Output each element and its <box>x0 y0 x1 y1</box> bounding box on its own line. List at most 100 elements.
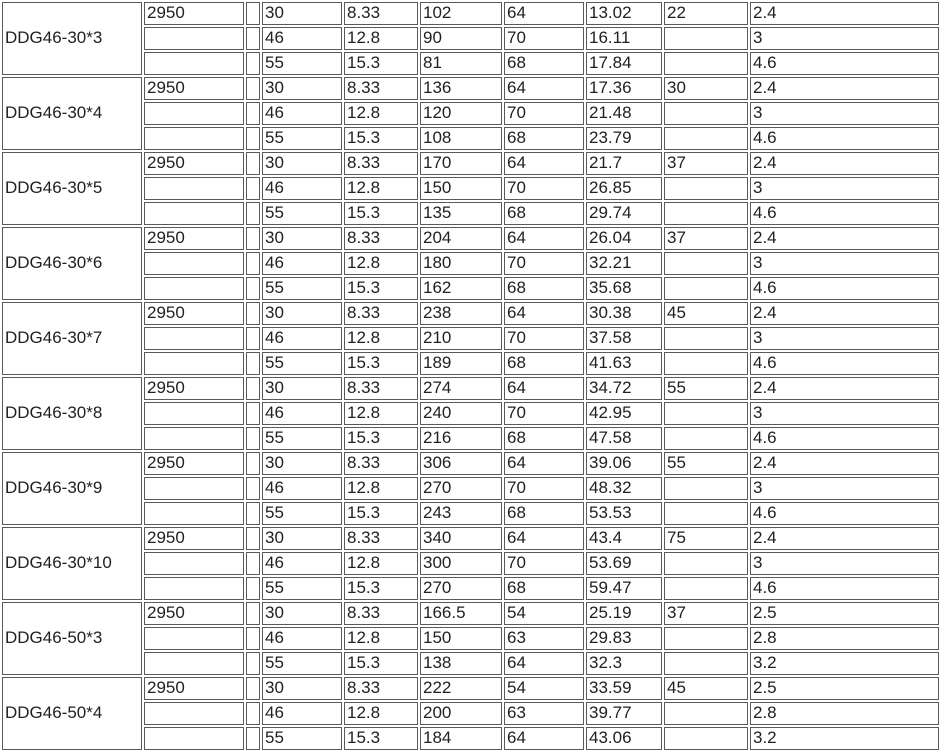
value-cell: 64 <box>504 2 584 25</box>
value-cell: 26.85 <box>586 177 662 200</box>
value-cell: 2.8 <box>750 627 939 650</box>
value-cell: 166.5 <box>420 602 502 625</box>
model-cell: DDG46-30*10 <box>2 527 142 600</box>
spacer-cell <box>246 227 260 250</box>
speed-empty-cell <box>144 27 244 50</box>
value-cell: 30 <box>262 377 342 400</box>
spacer-cell <box>246 527 260 550</box>
value-cell: 2.4 <box>750 302 939 325</box>
value-cell: 68 <box>504 52 584 75</box>
value-cell: 30 <box>262 602 342 625</box>
value-cell: 64 <box>504 377 584 400</box>
spacer-cell <box>246 477 260 500</box>
value-cell: 8.33 <box>344 2 418 25</box>
value-cell: 90 <box>420 27 502 50</box>
value-cell: 3 <box>750 177 939 200</box>
model-cell: DDG46-30*8 <box>2 377 142 450</box>
power-empty-cell <box>664 577 748 600</box>
value-cell: 12.8 <box>344 627 418 650</box>
value-cell: 270 <box>420 477 502 500</box>
table-row: DDG46-30*10 2950 30 8.33 340 64 43.4 75 2.4 <box>2 527 939 600</box>
value-cell: 46 <box>262 402 342 425</box>
speed-cell: 2950 <box>144 2 244 25</box>
speed-cell: 2950 <box>144 527 244 550</box>
speed-cell: 2950 <box>144 602 244 625</box>
value-cell: 46 <box>262 177 342 200</box>
speed-cell: 2950 <box>144 77 244 100</box>
value-cell: 55 <box>262 652 342 675</box>
value-cell: 238 <box>420 302 502 325</box>
value-cell: 68 <box>504 577 584 600</box>
value-cell: 41.63 <box>586 352 662 375</box>
value-cell: 55 <box>262 127 342 150</box>
value-cell: 29.83 <box>586 627 662 650</box>
value-cell: 243 <box>420 502 502 525</box>
value-cell: 68 <box>504 427 584 450</box>
model-cell: DDG46-30*6 <box>2 227 142 300</box>
spacer-cell <box>246 2 260 25</box>
value-cell: 102 <box>420 2 502 25</box>
value-cell: 54 <box>504 602 584 625</box>
value-cell: 55 <box>262 52 342 75</box>
table-row: 46 12.8 180 70 32.21 3 <box>2 252 939 275</box>
spacer-cell <box>246 377 260 400</box>
value-cell: 8.33 <box>344 227 418 250</box>
value-cell: 2.4 <box>750 152 939 175</box>
value-cell: 2.4 <box>750 227 939 250</box>
value-cell: 12.8 <box>344 27 418 50</box>
value-cell: 12.8 <box>344 102 418 125</box>
spacer-cell <box>246 27 260 50</box>
value-cell: 17.36 <box>586 77 662 100</box>
spacer-cell <box>246 427 260 450</box>
speed-empty-cell <box>144 552 244 575</box>
value-cell: 12.8 <box>344 402 418 425</box>
speed-empty-cell <box>144 727 244 750</box>
value-cell: 3 <box>750 477 939 500</box>
value-cell: 15.3 <box>344 502 418 525</box>
value-cell: 64 <box>504 452 584 475</box>
power-cell: 55 <box>664 452 748 475</box>
value-cell: 4.6 <box>750 52 939 75</box>
value-cell: 68 <box>504 502 584 525</box>
spacer-cell <box>246 327 260 350</box>
table-row: DDG46-50*4 2950 30 8.33 222 54 33.59 45 2.5 <box>2 677 939 750</box>
value-cell: 55 <box>262 427 342 450</box>
spacer-cell <box>246 652 260 675</box>
value-cell: 70 <box>504 402 584 425</box>
value-cell: 138 <box>420 652 502 675</box>
model-cell: DDG46-30*7 <box>2 302 142 375</box>
value-cell: 68 <box>504 127 584 150</box>
speed-cell: 2950 <box>144 677 244 700</box>
value-cell: 3.2 <box>750 652 939 675</box>
value-cell: 33.59 <box>586 677 662 700</box>
table-row: 46 12.8 300 70 53.69 3 <box>2 552 939 575</box>
value-cell: 55 <box>262 727 342 750</box>
spacer-cell <box>246 77 260 100</box>
value-cell: 2.5 <box>750 602 939 625</box>
value-cell: 43.4 <box>586 527 662 550</box>
value-cell: 30 <box>262 77 342 100</box>
power-cell: 37 <box>664 152 748 175</box>
value-cell: 59.47 <box>586 577 662 600</box>
speed-empty-cell <box>144 202 244 225</box>
table-row: 46 12.8 240 70 42.95 3 <box>2 402 939 425</box>
value-cell: 3 <box>750 552 939 575</box>
value-cell: 200 <box>420 702 502 725</box>
speed-empty-cell <box>144 277 244 300</box>
value-cell: 2.8 <box>750 702 939 725</box>
value-cell: 3 <box>750 252 939 275</box>
table-row: 46 12.8 150 63 29.83 2.8 <box>2 627 939 650</box>
value-cell: 2.4 <box>750 527 939 550</box>
value-cell: 15.3 <box>344 577 418 600</box>
value-cell: 53.53 <box>586 502 662 525</box>
value-cell: 210 <box>420 327 502 350</box>
power-empty-cell <box>664 127 748 150</box>
value-cell: 35.68 <box>586 277 662 300</box>
spacer-cell <box>246 352 260 375</box>
spacer-cell <box>246 402 260 425</box>
value-cell: 216 <box>420 427 502 450</box>
value-cell: 3 <box>750 327 939 350</box>
table-row: DDG46-30*5 2950 30 8.33 170 64 21.7 37 2.4 <box>2 152 939 225</box>
power-cell: 22 <box>664 2 748 25</box>
